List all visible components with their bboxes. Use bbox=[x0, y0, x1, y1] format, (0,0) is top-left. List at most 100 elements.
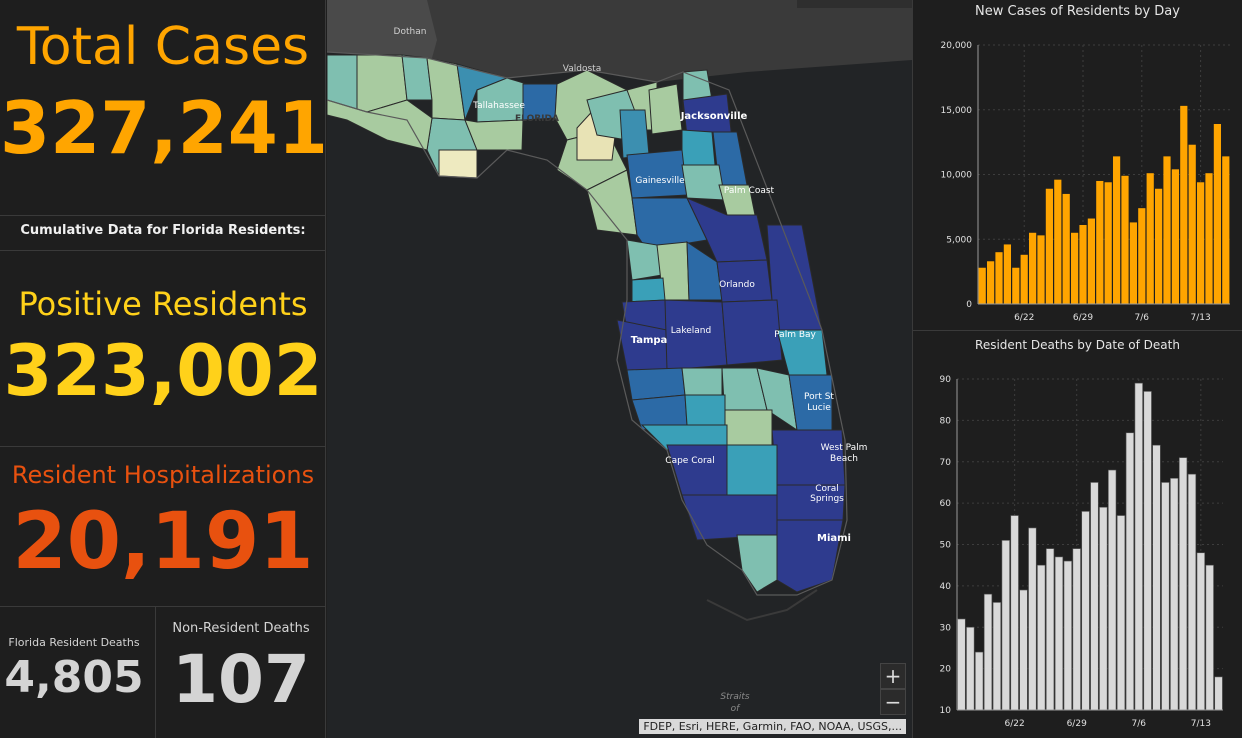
county-hernando[interactable] bbox=[631, 277, 666, 303]
map-label-lakeland: Lakeland bbox=[671, 326, 711, 336]
bar bbox=[987, 261, 995, 304]
zoom-in-button[interactable]: + bbox=[880, 663, 906, 689]
y-tick-label: 40 bbox=[940, 582, 952, 592]
bar bbox=[1188, 144, 1196, 304]
y-tick-label: 60 bbox=[940, 499, 952, 509]
bar bbox=[1037, 564, 1046, 711]
map-attribution[interactable]: FDEP, Esri, HERE, Garmin, FAO, NOAA, USG… bbox=[639, 719, 906, 734]
x-tick-label: 6/29 bbox=[1067, 719, 1087, 729]
resident-deaths-chart[interactable]: 10 20 30 40 50 60 70 80 90 6/22 6/29 7/6 7/13 bbox=[913, 330, 1242, 738]
map-label-straits-2: of bbox=[731, 704, 742, 714]
fl-resident-deaths-label: Florida Resident Deaths bbox=[8, 636, 140, 649]
cumulative-note: Cumulative Data for Florida Residents: bbox=[20, 223, 306, 238]
county-hardee[interactable] bbox=[681, 367, 723, 396]
x-tick-label: 7/6 bbox=[1132, 719, 1147, 729]
bar bbox=[1001, 540, 1010, 711]
map-label-coral-springs-2: Springs bbox=[810, 494, 844, 504]
county-columbia[interactable] bbox=[619, 109, 650, 159]
hospitalizations-value: 20,191 bbox=[12, 497, 314, 587]
county-hendry[interactable] bbox=[726, 444, 778, 496]
bar bbox=[1019, 589, 1028, 711]
bar bbox=[1134, 382, 1143, 711]
bar bbox=[1062, 193, 1070, 304]
county-glades[interactable] bbox=[724, 409, 773, 446]
map-label-coral-springs: Coral bbox=[815, 484, 839, 494]
y-tick-label: 50 bbox=[940, 541, 952, 551]
zoom-out-button[interactable]: − bbox=[880, 689, 906, 715]
map-label-orlando: Orlando bbox=[719, 280, 755, 290]
y-tick-label: 20 bbox=[940, 665, 952, 675]
county-miami-dade[interactable] bbox=[776, 519, 844, 593]
county-desoto[interactable] bbox=[684, 394, 726, 426]
bar bbox=[1020, 254, 1028, 304]
x-tick-label: 7/13 bbox=[1190, 313, 1210, 323]
map-label-tampa: Tampa bbox=[631, 335, 668, 346]
new-cases-chart[interactable]: 0 5,000 10,000 15,000 20,000 6/22 6/29 7/6 7/13 bbox=[913, 0, 1242, 330]
divider bbox=[0, 215, 326, 216]
divider bbox=[0, 250, 326, 251]
bar bbox=[1087, 218, 1095, 304]
map-label-straits: Straits bbox=[720, 692, 749, 702]
bar bbox=[1171, 169, 1179, 304]
map-label-port-st-lucie: Port St bbox=[804, 392, 834, 402]
bar bbox=[1071, 232, 1079, 304]
land-region bbox=[797, 0, 912, 8]
new-cases-chart-title: New Cases of Residents by Day bbox=[975, 4, 1180, 19]
county-lee[interactable] bbox=[666, 444, 728, 496]
county-monroe[interactable] bbox=[736, 534, 778, 593]
y-tick-label: 15,000 bbox=[941, 106, 973, 116]
bar bbox=[1045, 188, 1053, 304]
y-tick-label: 10,000 bbox=[941, 171, 973, 181]
bar bbox=[1099, 506, 1108, 711]
bar bbox=[1161, 482, 1170, 711]
bar bbox=[995, 252, 1003, 304]
bar bbox=[1152, 444, 1161, 711]
bar bbox=[1045, 548, 1055, 711]
county-osceola[interactable] bbox=[721, 299, 783, 366]
x-tick-label: 7/13 bbox=[1191, 719, 1211, 729]
county-alachua[interactable] bbox=[626, 149, 688, 199]
county-baker[interactable] bbox=[648, 83, 683, 135]
bar bbox=[1180, 105, 1188, 305]
map-label-gainesville: Gainesville bbox=[635, 176, 685, 186]
bar bbox=[1196, 552, 1205, 711]
county-liberty[interactable] bbox=[464, 119, 524, 151]
bar bbox=[1146, 173, 1154, 304]
bar bbox=[1222, 156, 1230, 304]
county-clay[interactable] bbox=[681, 129, 716, 166]
non-resident-deaths-label: Non-Resident Deaths bbox=[172, 621, 310, 636]
map-label-valdosta: Valdosta bbox=[563, 64, 601, 74]
bar bbox=[957, 618, 966, 711]
y-tick-label: 90 bbox=[940, 375, 952, 385]
county-manatee[interactable] bbox=[626, 367, 686, 401]
divider bbox=[0, 446, 326, 447]
bar bbox=[1187, 473, 1197, 711]
map-label-jacksonville: Jacksonville bbox=[680, 111, 748, 122]
positive-residents-value: 323,002 bbox=[3, 330, 323, 412]
county-collier[interactable] bbox=[681, 494, 778, 541]
bar bbox=[1116, 515, 1126, 711]
bar bbox=[1072, 548, 1081, 711]
bar bbox=[1113, 156, 1121, 304]
georgia-alabama-land bbox=[327, 0, 912, 82]
bar bbox=[1010, 515, 1019, 711]
bar bbox=[1090, 482, 1099, 711]
total-cases-value: 327,241 bbox=[0, 86, 328, 170]
land-region bbox=[327, 0, 437, 58]
bar bbox=[1163, 156, 1171, 304]
bar bbox=[975, 651, 984, 711]
bar bbox=[1214, 676, 1223, 711]
county-panhandle-coast[interactable] bbox=[327, 99, 433, 151]
bar bbox=[1037, 235, 1045, 304]
x-tick-label: 6/22 bbox=[1005, 719, 1025, 729]
bar bbox=[1104, 182, 1112, 304]
divider bbox=[155, 607, 156, 738]
bar bbox=[1081, 511, 1090, 711]
bar bbox=[1003, 244, 1011, 304]
map-label-west-palm-beach-2: Beach bbox=[830, 454, 858, 464]
stats-panel: Total Cases 327,241 Cumulative Data for … bbox=[0, 0, 328, 738]
county-franklin[interactable] bbox=[438, 149, 478, 179]
florida-county-map[interactable]: Dothan Valdosta Tallahassee FLORIDA Jack… bbox=[327, 0, 913, 738]
county-putnam[interactable] bbox=[681, 164, 726, 201]
resident-deaths-chart-title: Resident Deaths by Date of Death bbox=[975, 338, 1180, 352]
